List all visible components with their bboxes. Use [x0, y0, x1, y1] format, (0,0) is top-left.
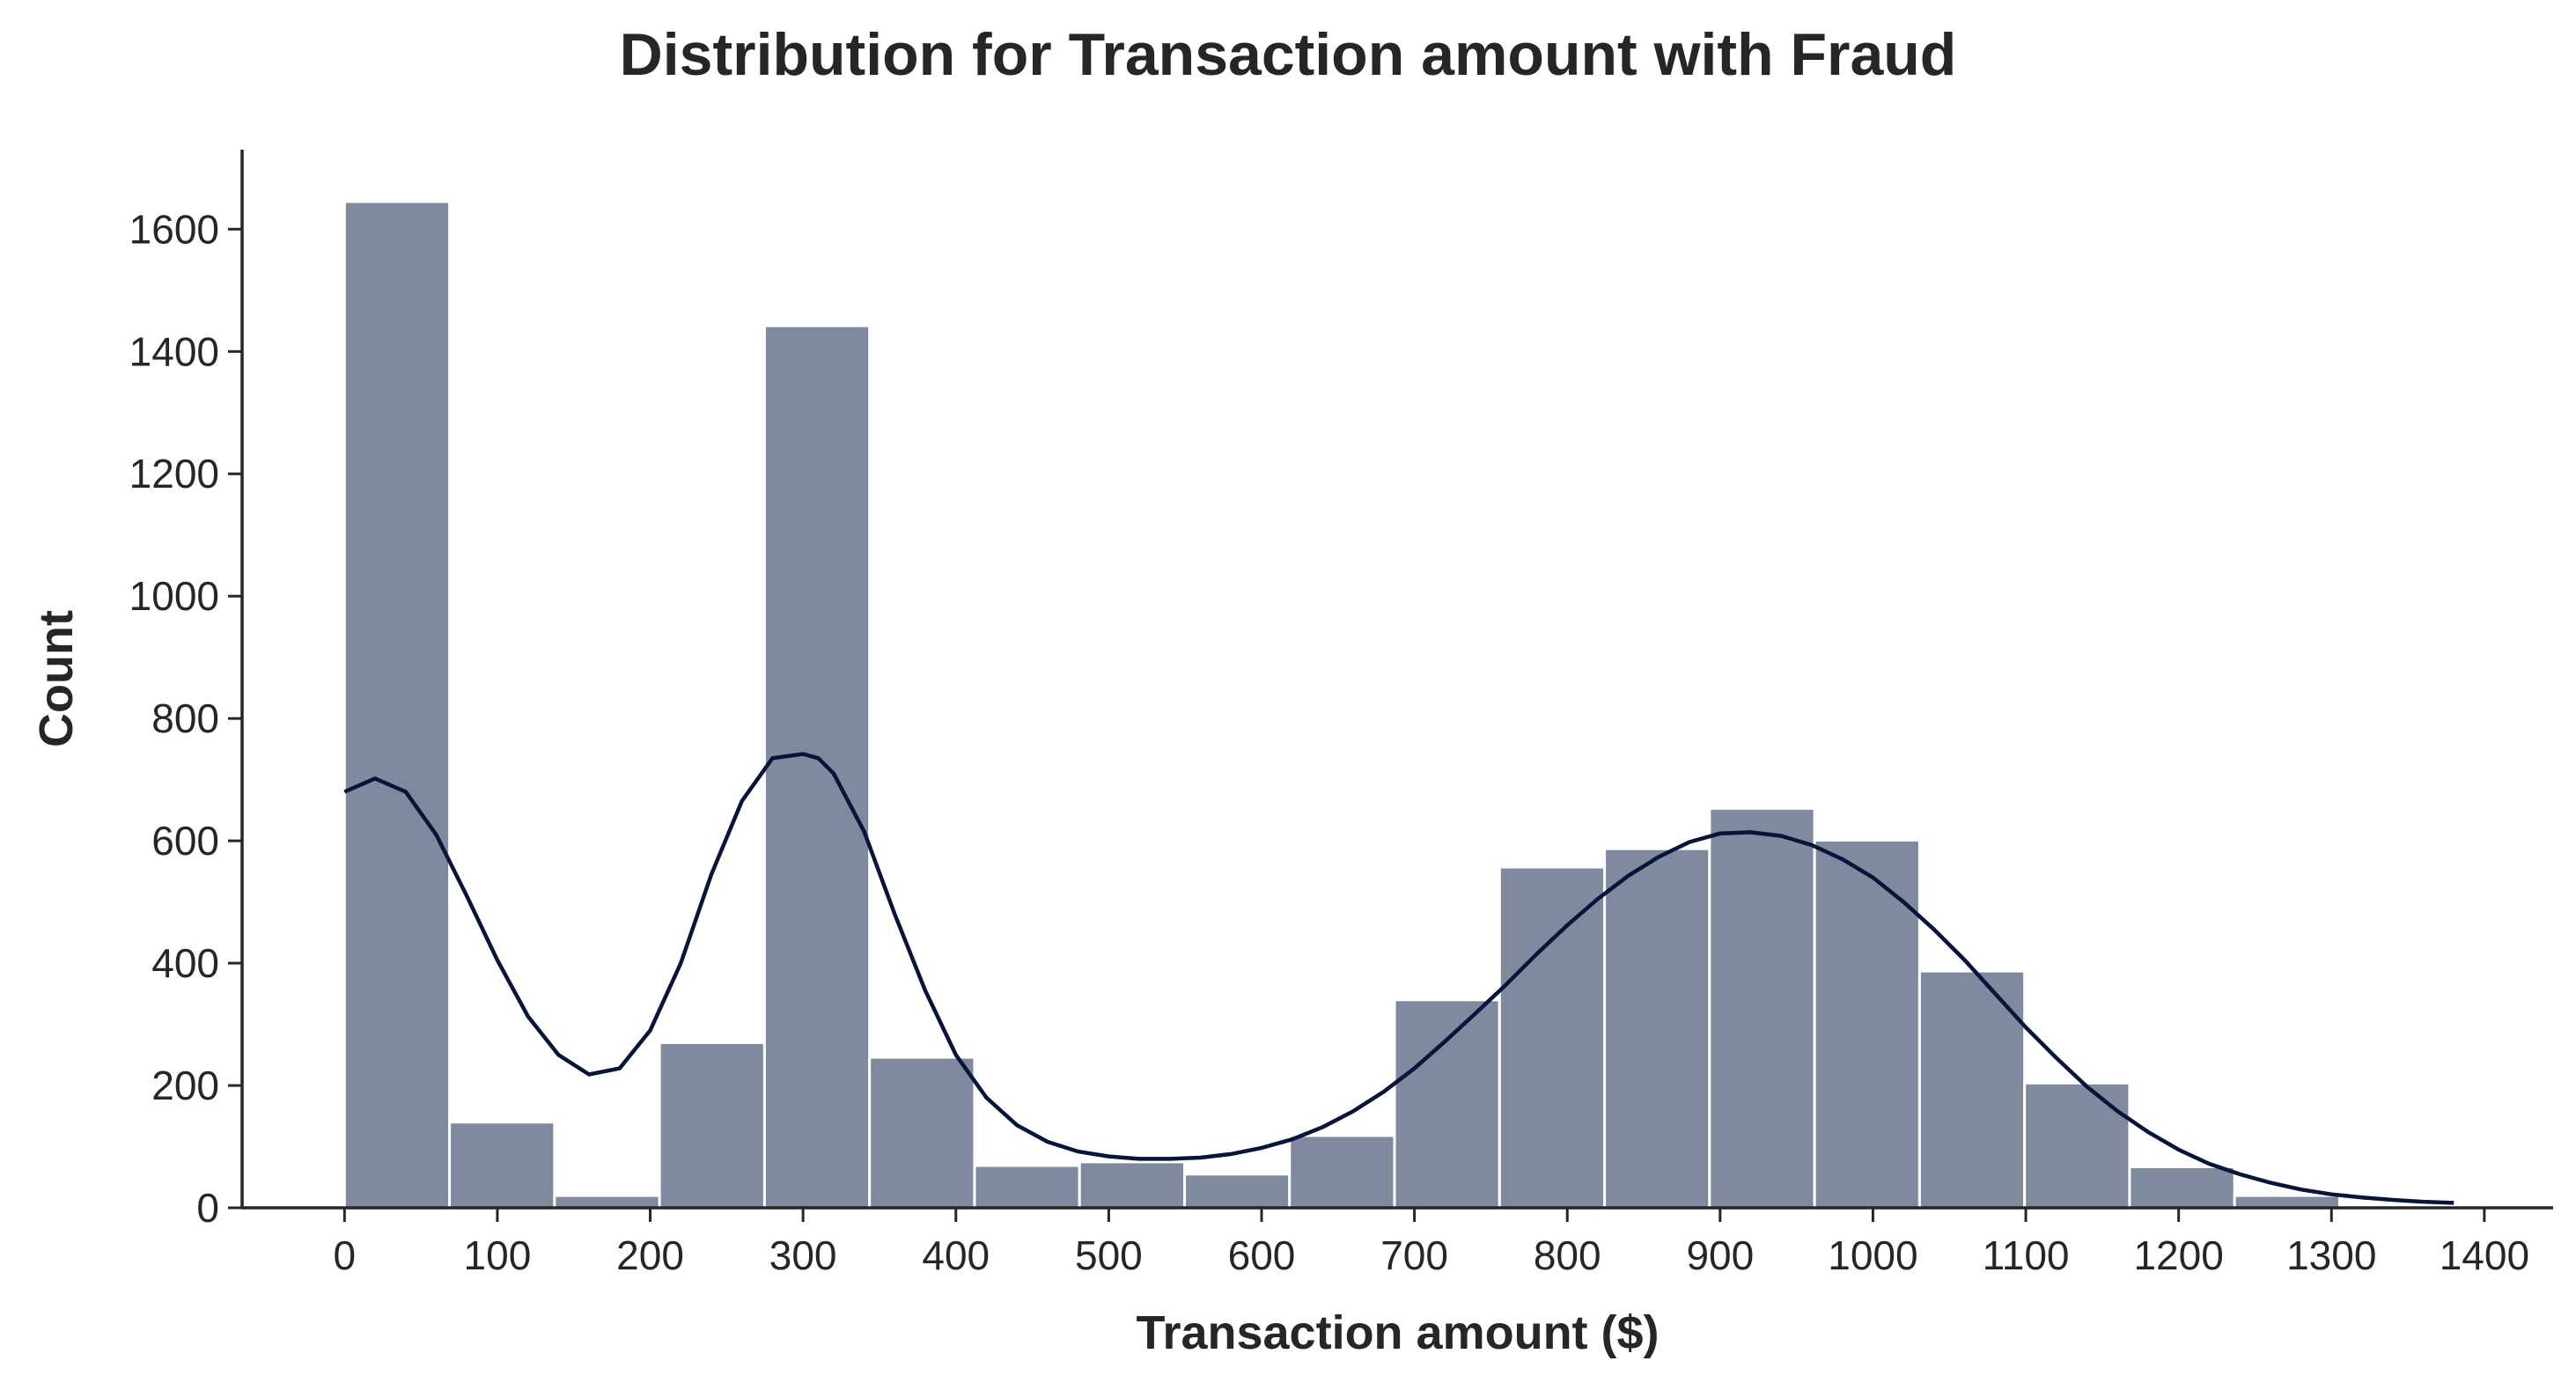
histogram-bar [1182, 1173, 1292, 1210]
histogram-bar [1288, 1134, 1396, 1210]
histogram-bar [973, 1164, 1081, 1210]
histogram-bar [1393, 998, 1501, 1210]
chart-title: Distribution for Transaction amount with… [620, 21, 1957, 88]
histogram-bar [2023, 1081, 2131, 1210]
histogram-bar [1498, 865, 1607, 1210]
x-tick-label: 1300 [2286, 1232, 2376, 1278]
x-tick-label: 900 [1686, 1232, 1754, 1278]
x-tick-label: 1400 [2440, 1232, 2529, 1278]
x-axis-ticks: 0 100 200 300 400 500 600 700 800 900 1000 1100 1200… [334, 1208, 2529, 1278]
y-tick-label: 1000 [129, 573, 219, 619]
y-tick-label: 400 [151, 940, 219, 986]
histogram-bar [1813, 838, 1921, 1210]
y-axis-label: Count [30, 610, 83, 747]
x-tick-label: 500 [1075, 1232, 1143, 1278]
x-axis-label: Transaction amount ($) [1136, 1306, 1659, 1359]
histogram-bar [1708, 806, 1816, 1210]
y-tick-label: 200 [151, 1063, 219, 1108]
x-tick-label: 1100 [1983, 1232, 2070, 1278]
histogram-bar [868, 1056, 976, 1210]
x-tick-label: 0 [334, 1232, 357, 1278]
histogram-bar [1917, 969, 2027, 1210]
histogram-bar [553, 1194, 661, 1210]
histogram-bar [448, 1121, 556, 1210]
histogram-bar [1078, 1160, 1186, 1210]
y-axis-ticks: 0 200 400 600 800 1000 1200 1400 1600 [129, 206, 242, 1231]
histogram-bar [342, 200, 452, 1210]
y-tick-label: 600 [151, 818, 219, 864]
y-tick-label: 1200 [129, 451, 219, 497]
y-tick-label: 800 [151, 695, 219, 741]
histogram-bar [2128, 1165, 2236, 1210]
histogram-bar [658, 1041, 766, 1210]
y-tick-label: 0 [196, 1185, 219, 1231]
x-tick-label: 700 [1380, 1232, 1448, 1278]
x-tick-label: 300 [769, 1232, 837, 1278]
kde-density-line [343, 752, 2455, 1205]
histogram-bar [1603, 847, 1711, 1210]
x-tick-label: 600 [1228, 1232, 1296, 1278]
x-tick-label: 1200 [2133, 1232, 2223, 1278]
y-tick-label: 1600 [129, 206, 219, 252]
histogram-bar [2233, 1194, 2341, 1210]
x-tick-label: 400 [922, 1232, 990, 1278]
x-tick-label: 1000 [1828, 1232, 1917, 1278]
x-tick-label: 100 [464, 1232, 532, 1278]
x-tick-label: 200 [616, 1232, 684, 1278]
histogram-bar [762, 324, 872, 1210]
x-tick-label: 800 [1534, 1232, 1601, 1278]
y-tick-label: 1400 [129, 328, 219, 374]
histogram-bars [342, 200, 2341, 1210]
